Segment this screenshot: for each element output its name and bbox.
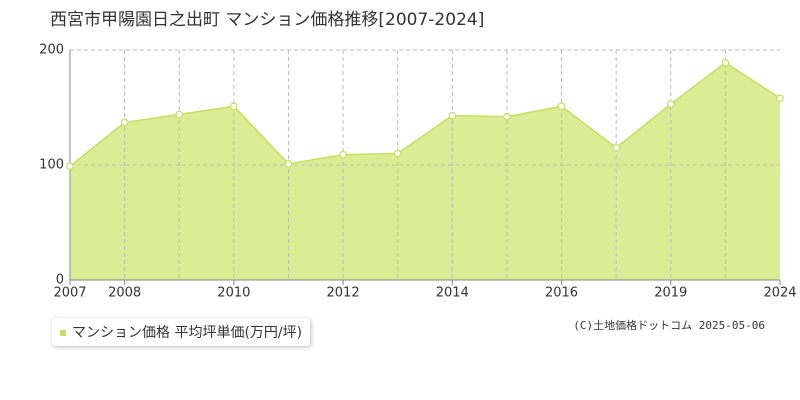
point (339, 150, 347, 159)
x-tick-label: 2008 (108, 286, 141, 301)
point (612, 143, 620, 152)
point (284, 160, 293, 168)
point (175, 110, 184, 119)
point (230, 102, 238, 111)
point (666, 100, 675, 108)
point (557, 102, 566, 111)
y-tick-label: 100 (39, 158, 64, 173)
x-tick-label: 2014 (436, 286, 469, 301)
point (448, 111, 457, 120)
legend: マンション価格 平均坪単価(万円/坪) (52, 318, 311, 346)
point (393, 149, 402, 158)
x-tick-label: 2024 (763, 286, 796, 301)
x-tick-label: 2019 (654, 286, 687, 301)
point (776, 94, 784, 103)
y-tick-label: 200 (39, 43, 64, 58)
line (69, 61, 781, 167)
point (503, 112, 511, 121)
x-tick-label: 2007 (53, 286, 86, 301)
x-tick-label: 2012 (327, 286, 360, 301)
x-tick-label: 2010 (217, 286, 250, 301)
source: (C)土地価格ドットコム 2025-05-06 (573, 318, 765, 332)
point (66, 162, 74, 170)
y-tick-label: 0 (56, 273, 64, 288)
point (721, 58, 730, 67)
legend-swatch (60, 330, 66, 336)
point (120, 118, 129, 127)
x-tick-label: 2016 (545, 286, 578, 301)
area (70, 62, 780, 281)
legend-label: マンション価格 平均坪単価(万円/坪) (72, 325, 303, 341)
chart-title: 西宮市甲陽園日之出町 マンション価格推移[2007-2024] (50, 10, 484, 30)
